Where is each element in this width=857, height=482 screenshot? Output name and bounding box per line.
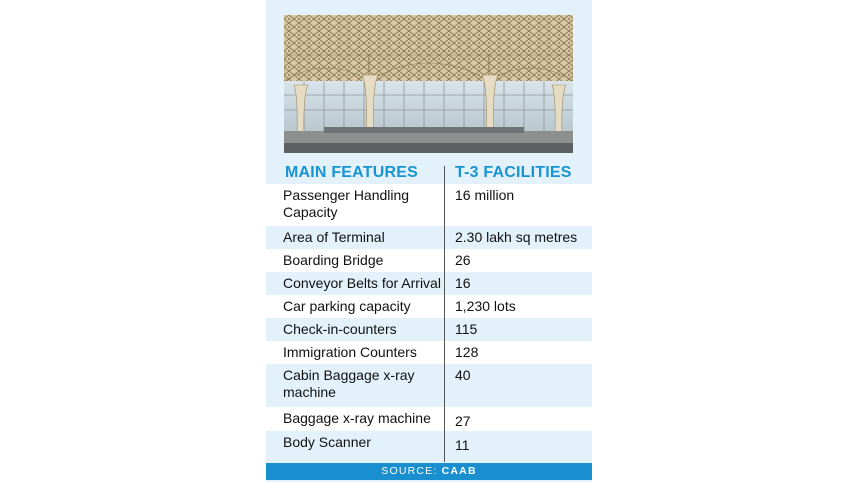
feature-value: 115 [455, 321, 478, 337]
table-row: Check-in-counters 115 [266, 318, 592, 341]
feature-label: Conveyor Belts for Arrival [283, 275, 441, 291]
table-row: Area of Terminal 2.30 lakh sq metres [266, 226, 592, 249]
table-row: Body Scanner 11 [266, 431, 592, 456]
t3-facilities-header: T-3 FACILITIES [455, 164, 572, 181]
feature-label: Body Scanner [283, 434, 371, 450]
feature-label: Car parking capacity [283, 298, 411, 314]
terminal-interior-photo [284, 15, 573, 153]
source-label: SOURCE: [381, 465, 442, 477]
feature-value: 26 [455, 252, 471, 268]
feature-label: Boarding Bridge [283, 252, 384, 268]
feature-value: 1,230 lots [455, 298, 516, 314]
features-table: Passenger Handling Capacity 16 million A… [266, 184, 592, 456]
column-divider [444, 166, 445, 462]
infographic-card: MAIN FEATURES T-3 FACILITIES Passenger H… [266, 0, 592, 482]
source-name: CAAB [441, 465, 477, 477]
table-row: Cabin Baggage x-ray machine 40 [266, 364, 592, 407]
table-row: Conveyor Belts for Arrival 16 [266, 272, 592, 295]
feature-value: 40 [455, 367, 471, 383]
table-row: Car parking capacity 1,230 lots [266, 295, 592, 318]
feature-value: 11 [455, 437, 470, 453]
feature-value: 27 [455, 413, 471, 429]
feature-label: Area of Terminal [283, 229, 385, 245]
feature-value: 2.30 lakh sq metres [455, 229, 578, 245]
table-row: Boarding Bridge 26 [266, 249, 592, 272]
feature-label: Passenger Handling Capacity [283, 187, 410, 220]
main-features-header: MAIN FEATURES [285, 164, 418, 181]
feature-value: 16 [455, 275, 471, 291]
feature-value: 128 [455, 344, 479, 360]
source-footer: SOURCE: CAAB [266, 463, 592, 480]
table-header: MAIN FEATURES T-3 FACILITIES [266, 162, 592, 184]
table-row: Baggage x-ray machine 27 [266, 407, 592, 431]
table-row: Passenger Handling Capacity 16 million [266, 184, 592, 226]
feature-label: Immigration Counters [283, 344, 417, 360]
feature-label: Check-in-counters [283, 321, 397, 337]
feature-label: Cabin Baggage x-ray machine [283, 367, 415, 400]
feature-value: 16 million [455, 187, 515, 203]
table-row: Immigration Counters 128 [266, 341, 592, 364]
feature-label: Baggage x-ray machine [283, 410, 431, 426]
